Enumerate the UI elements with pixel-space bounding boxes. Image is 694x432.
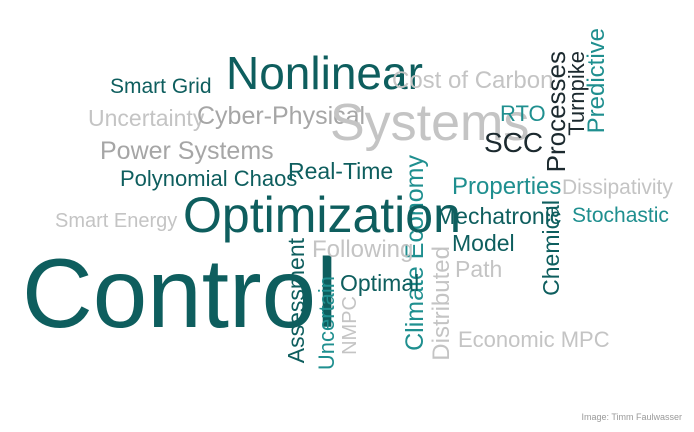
word-chemical: Chemical [538, 200, 564, 296]
word-dissipativity: Dissipativity [562, 176, 673, 199]
word-distributed: Distributed [428, 246, 455, 361]
word-rto: RTO [500, 101, 546, 126]
word-optimization: Optimization [183, 187, 461, 243]
word-smart-grid: Smart Grid [110, 75, 212, 98]
word-smart-energy: Smart Energy [55, 210, 178, 232]
word-nonlinear: Nonlinear [226, 47, 423, 99]
word-assessment: Assessment [283, 238, 309, 364]
word-scc: SCC [484, 127, 544, 158]
word-nmpc: NMPC [339, 296, 361, 355]
word-cyber-physical: Cyber-Physical [197, 102, 366, 130]
image-credit: Image: Timm Faulwasser [581, 412, 682, 422]
word-economic-mpc: Economic MPC [458, 327, 610, 352]
word-stochastic: Stochastic [572, 204, 669, 227]
word-optimal: Optimal [340, 270, 420, 296]
word-polynomial-chaos: Polynomial Chaos [120, 166, 298, 191]
word-properties: Properties [452, 173, 562, 200]
word-path: Path [455, 256, 503, 282]
word-power-systems: Power Systems [100, 137, 274, 165]
word-model: Model [452, 230, 515, 256]
word-mechatronic: Mechatronic [436, 203, 562, 229]
word-control: Control [22, 238, 338, 348]
word-uncertainty: Uncertainty [88, 105, 205, 131]
word-uncertain: Uncertain [314, 276, 339, 371]
word-predictive: Predictive [583, 28, 610, 134]
word-systems: Systems [330, 94, 530, 152]
word-cost-of-carbon: Cost of Carbon [392, 67, 554, 94]
word-real-time: Real-Time [288, 158, 394, 184]
word-following: Following [312, 236, 414, 263]
